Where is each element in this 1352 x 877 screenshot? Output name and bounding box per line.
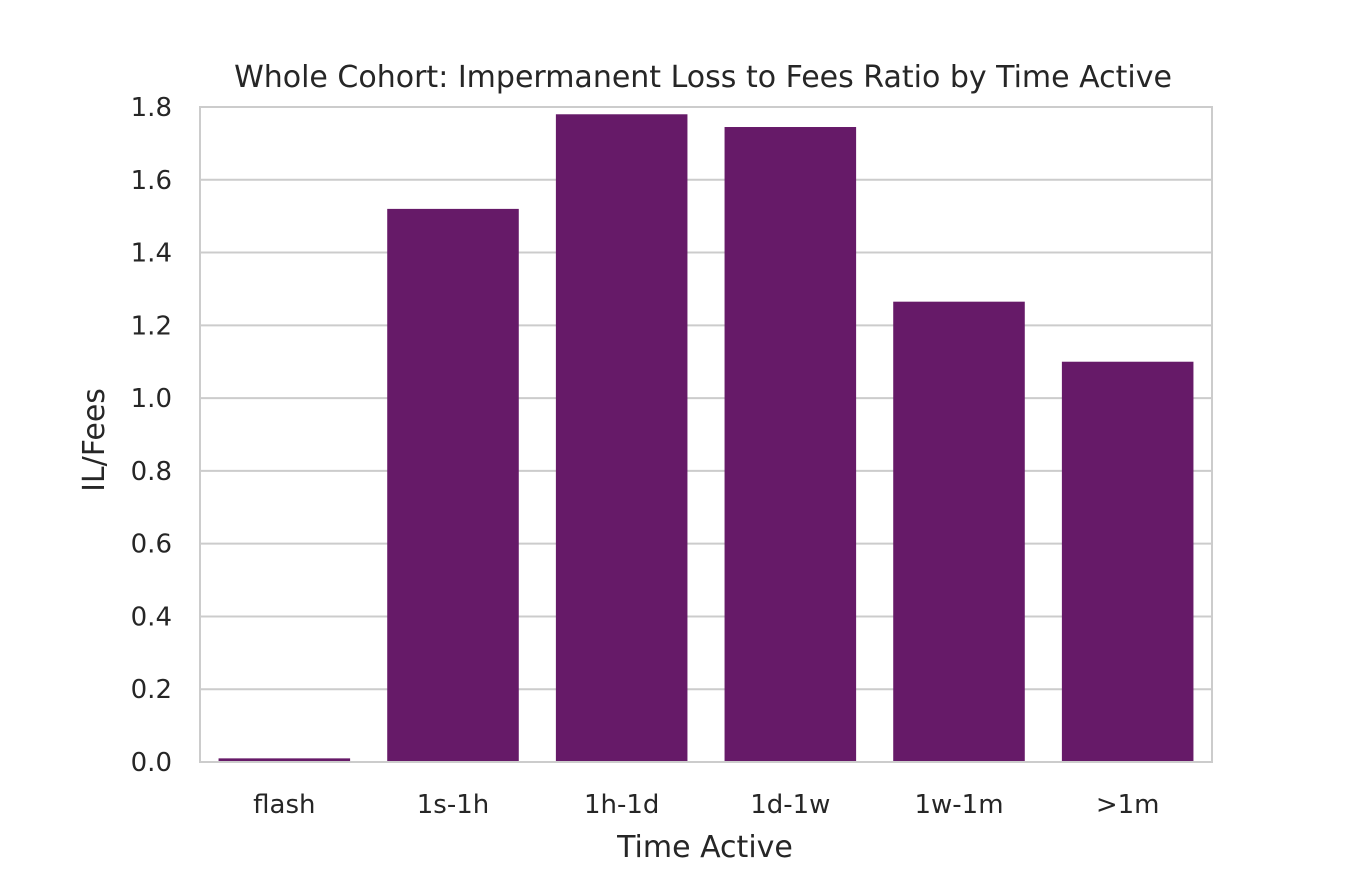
grid-lines bbox=[200, 106, 1212, 763]
y-tick-label: 0.0 bbox=[131, 748, 172, 778]
chart-title: Whole Cohort: Impermanent Loss to Fees R… bbox=[234, 60, 1172, 95]
bar-1w-1m bbox=[893, 301, 1025, 762]
x-tick-label: 1d-1w bbox=[750, 790, 830, 820]
x-tick-labels: flash 1s-1h 1h-1d 1d-1w 1w-1m >1m bbox=[253, 790, 1159, 820]
y-tick-label: 1.0 bbox=[131, 384, 172, 414]
y-tick-label: 1.2 bbox=[131, 311, 172, 341]
bar-1h-1d bbox=[555, 114, 688, 763]
x-tick-label: 1w-1m bbox=[914, 790, 1003, 820]
y-tick-label: 0.6 bbox=[131, 530, 172, 560]
x-tick-label: >1m bbox=[1096, 790, 1160, 820]
y-tick-label: 0.8 bbox=[131, 457, 172, 487]
y-tick-label: 1.6 bbox=[131, 166, 172, 196]
y-tick-label: 0.4 bbox=[131, 602, 172, 632]
bar-1s-1h bbox=[387, 208, 519, 762]
x-tick-label: 1s-1h bbox=[417, 790, 490, 820]
y-tick-labels: 0.0 0.2 0.4 0.6 0.8 1.0 1.2 1.4 1.6 1.8 bbox=[131, 93, 172, 778]
y-tick-label: 1.8 bbox=[131, 93, 172, 123]
bar--1m bbox=[1061, 361, 1194, 762]
bars bbox=[218, 114, 1194, 763]
y-axis-label: IL/Fees bbox=[77, 388, 112, 492]
y-tick-label: 1.4 bbox=[131, 239, 172, 269]
x-tick-label: flash bbox=[253, 790, 315, 820]
bar-1d-1w bbox=[724, 127, 857, 762]
y-tick-label: 0.2 bbox=[131, 675, 172, 705]
plot-frame bbox=[199, 106, 1213, 763]
x-axis-label: Time Active bbox=[616, 830, 793, 865]
x-tick-label: 1h-1d bbox=[584, 790, 659, 820]
bar-flash bbox=[218, 758, 351, 762]
